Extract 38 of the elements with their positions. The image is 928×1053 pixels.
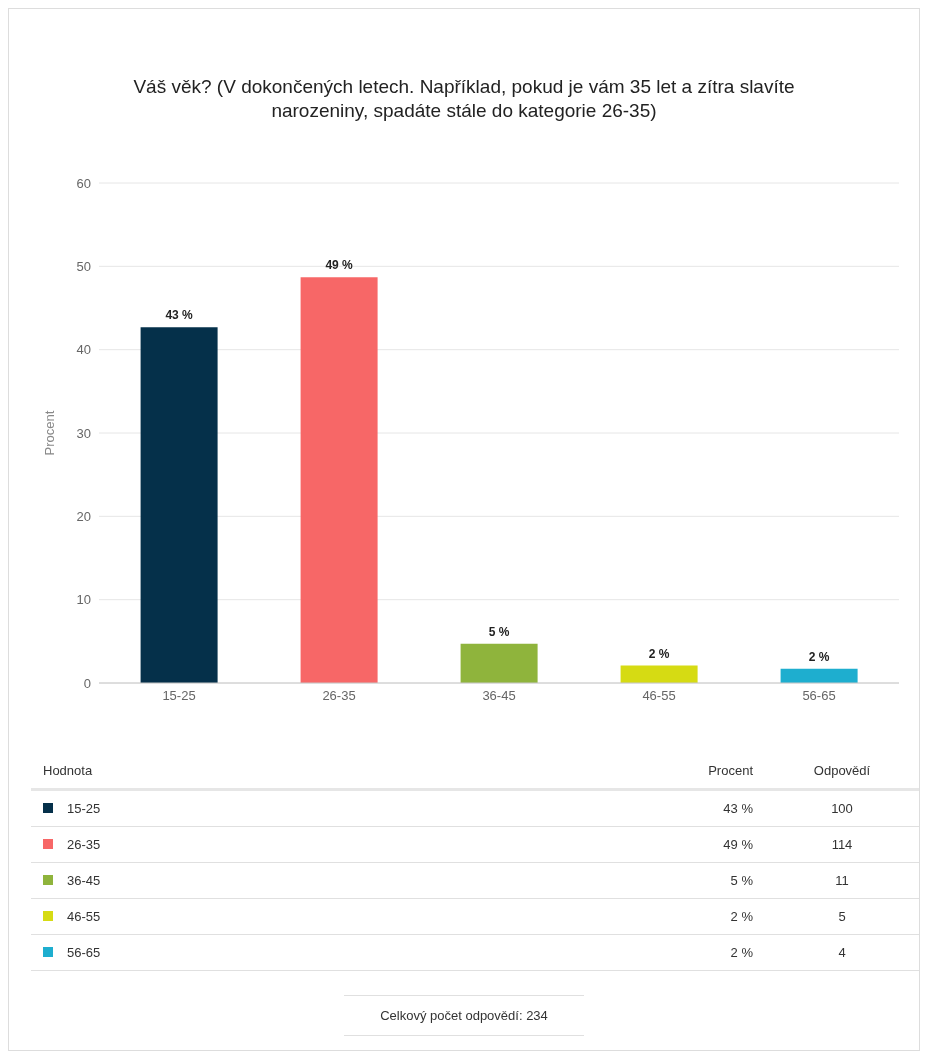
y-axis-title: Procent (41, 410, 57, 456)
y-tick-label: 60 (76, 175, 91, 191)
y-tick-label: 10 (76, 592, 91, 608)
category-label: 56-65 (67, 945, 101, 960)
text: 11 (765, 862, 919, 899)
text: Procent (621, 753, 765, 790)
y-tick-label: 30 (76, 425, 91, 441)
text: 43 % (723, 801, 753, 816)
text: Odpovědí (765, 753, 919, 790)
data-label: 49 % (325, 258, 354, 273)
y-tick-label: 50 (76, 258, 91, 274)
category-label: 15-25 (67, 801, 101, 816)
text: 5 (765, 898, 919, 935)
x-tick-label: 56-65 (802, 688, 836, 704)
category-label: 26-35 (67, 837, 101, 852)
x-tick-label: 15-25 (162, 688, 196, 704)
text: 4 (765, 934, 919, 971)
data-label: 43 % (165, 308, 194, 323)
data-label: 5 % (488, 624, 510, 639)
data-label: 2 % (648, 646, 670, 661)
text: 2 % (730, 945, 753, 960)
x-tick-label: 36-45 (482, 688, 516, 704)
y-tick-label: 40 (76, 342, 91, 358)
text: 2 % (730, 909, 753, 924)
category-label: 36-45 (67, 873, 101, 888)
chart-title: Váš věk? (V dokončených letech. Například, pokud je vám 35 let a zítra slavíte narozeniny, spadáte stále do kategorie 26-35) (132, 75, 796, 123)
x-tick-label: 26-35 (322, 688, 356, 704)
x-tick-label: 46-55 (642, 688, 676, 704)
category-label: 46-55 (67, 909, 101, 924)
text: Celkový počet odpovědí: 234 (344, 995, 584, 1036)
y-tick-label: 20 (76, 508, 91, 524)
y-tick-label: 0 (83, 675, 91, 691)
text: 114 (765, 826, 919, 863)
text: 49 % (723, 837, 753, 852)
text: 100 (765, 789, 919, 827)
text: Hodnota (31, 753, 621, 790)
text: 5 % (730, 873, 753, 888)
data-label: 2 % (808, 649, 830, 664)
